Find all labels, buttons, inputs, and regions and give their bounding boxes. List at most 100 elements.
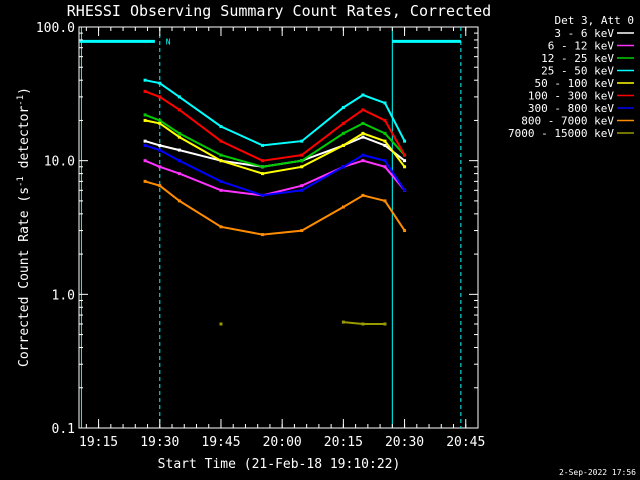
data-point — [300, 229, 304, 233]
data-point — [177, 148, 181, 152]
data-point — [177, 108, 181, 112]
data-point — [158, 165, 162, 169]
data-point — [383, 165, 387, 169]
legend-label: 3 - 6 keV — [554, 27, 614, 40]
x-tick-label: 19:15 — [79, 435, 118, 450]
data-point — [383, 101, 387, 105]
data-point — [341, 131, 345, 135]
data-point — [219, 125, 223, 129]
legend-label: 6 - 12 keV — [548, 40, 615, 53]
flag-label: N — [166, 37, 171, 46]
data-point — [177, 172, 181, 176]
timestamp: 2-Sep-2022 17:56 — [559, 468, 636, 477]
data-point — [219, 159, 223, 163]
data-point — [261, 233, 265, 237]
legend-label: 50 - 100 keV — [535, 77, 615, 90]
y-tick-label: 10.0 — [44, 155, 75, 170]
x-tick-label: 20:15 — [324, 435, 363, 450]
legend-label: 100 - 300 keV — [528, 90, 614, 103]
data-point — [261, 172, 265, 176]
data-point — [341, 165, 345, 169]
data-point — [341, 320, 345, 324]
data-point — [383, 143, 387, 147]
data-point — [361, 193, 365, 197]
data-point — [361, 322, 365, 326]
data-point — [158, 95, 162, 99]
data-point — [341, 205, 345, 209]
data-point — [383, 159, 387, 163]
chart-title: RHESSI Observing Summary Count Rates, Co… — [67, 2, 491, 20]
legend-label: 25 - 50 keV — [541, 65, 614, 78]
legend-label: 12 - 25 keV — [541, 52, 614, 65]
plot-area — [78, 26, 479, 429]
data-point — [361, 131, 365, 135]
legend-label: 300 - 800 keV — [528, 102, 614, 115]
data-point — [177, 159, 181, 163]
data-point — [383, 199, 387, 203]
data-point — [143, 118, 147, 122]
x-axis-label: Start Time (21-Feb-18 19:10:22) — [158, 457, 401, 472]
series-line — [144, 180, 406, 236]
data-point — [158, 143, 162, 147]
data-point — [261, 143, 265, 147]
x-tick-label: 19:45 — [201, 435, 240, 450]
data-point — [177, 95, 181, 99]
data-point — [143, 113, 147, 117]
data-point — [403, 165, 407, 169]
data-point — [361, 159, 365, 163]
data-point — [383, 322, 387, 326]
data-point — [403, 139, 407, 143]
data-point — [300, 188, 304, 192]
plot-frame — [78, 26, 479, 429]
data-point — [143, 78, 147, 82]
data-point — [219, 179, 223, 183]
legend-label: 7000 - 15000 keV — [508, 127, 614, 140]
axes: 100.0 10.0 1.0 0.1 19:15 19:30 19:45 20:00 20:15… — [36, 21, 485, 450]
legend-label: 800 - 7000 keV — [521, 115, 614, 128]
series-line — [144, 159, 406, 197]
data-point — [143, 143, 147, 147]
data-point — [300, 165, 304, 169]
data-point — [158, 148, 162, 152]
data-point — [143, 139, 147, 143]
data-point — [361, 153, 365, 157]
data-point — [261, 165, 265, 169]
series-line — [144, 144, 406, 197]
data-point — [158, 118, 162, 122]
data-point — [177, 131, 181, 135]
data-point — [403, 153, 407, 157]
data-point — [300, 139, 304, 143]
data-point — [219, 153, 223, 157]
x-tick-label: 20:30 — [385, 435, 424, 450]
data-point — [300, 153, 304, 157]
data-point — [341, 143, 345, 147]
data-point — [261, 193, 265, 197]
data-point — [177, 199, 181, 203]
data-point — [403, 188, 407, 192]
data-point — [177, 135, 181, 139]
legend-header: Det 3, Att 0 — [555, 14, 634, 27]
data-point — [361, 93, 365, 97]
data-point — [341, 105, 345, 109]
data-point — [158, 184, 162, 188]
x-tick-label: 20:00 — [263, 435, 302, 450]
y-tick-label: 100.0 — [36, 21, 75, 36]
data-point — [143, 89, 147, 93]
data-point — [341, 121, 345, 125]
data-point — [219, 225, 223, 229]
y-axis-label: Corrected Count Rate (s-1 detector-1) — [16, 87, 32, 367]
data-point — [143, 159, 147, 163]
data-point — [261, 159, 265, 163]
data-point — [403, 159, 407, 163]
data-point — [361, 121, 365, 125]
data-point — [383, 139, 387, 143]
series-line — [144, 79, 406, 147]
y-tick-label: 1.0 — [52, 288, 75, 303]
series-line — [144, 119, 406, 175]
x-tick-label: 19:30 — [140, 435, 179, 450]
data-point — [219, 188, 223, 192]
data-point — [219, 322, 223, 326]
